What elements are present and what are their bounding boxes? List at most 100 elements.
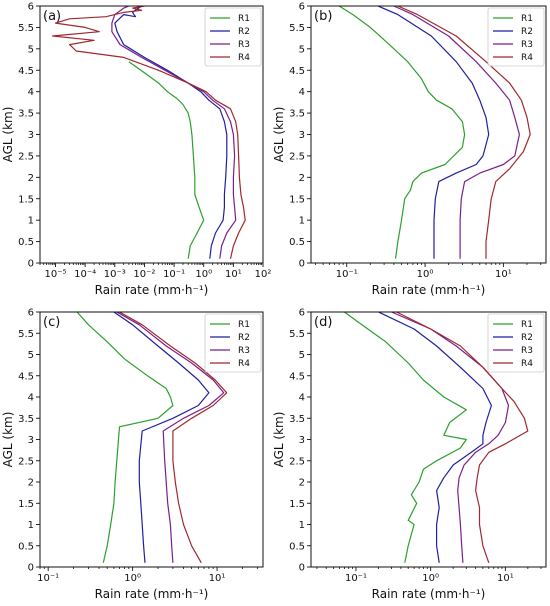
x-tick-label: 10⁰ bbox=[195, 269, 212, 280]
y-tick-label: 0 bbox=[299, 259, 305, 270]
series-line-r1 bbox=[338, 5, 466, 259]
x-axis-label: Rain rate (mm·h⁻¹) bbox=[95, 587, 209, 601]
y-tick-label: 4.5 bbox=[18, 371, 34, 382]
y-tick-label: 2.5 bbox=[18, 456, 34, 467]
legend: R1 R2 R3 R4 bbox=[204, 313, 262, 373]
y-tick-label: 4 bbox=[28, 393, 34, 404]
series-line-r4 bbox=[397, 5, 531, 259]
x-tick-label: 10⁰ bbox=[422, 573, 439, 584]
x-tick-label: 10⁻¹ bbox=[163, 269, 185, 280]
series-line-r3 bbox=[393, 5, 521, 259]
x-tick-label: 10² bbox=[255, 269, 272, 280]
legend-label-r2: R2 bbox=[238, 27, 250, 37]
y-tick-label: 4.5 bbox=[18, 66, 34, 77]
legend-label-r1: R1 bbox=[521, 14, 533, 24]
legend-label-r2: R2 bbox=[238, 333, 250, 343]
legend-label-r2: R2 bbox=[521, 27, 533, 37]
y-tick-label: 3.5 bbox=[289, 109, 305, 120]
y-tick-label: 4 bbox=[299, 393, 305, 404]
x-tick-label: 10⁻⁴ bbox=[74, 269, 96, 280]
legend-label-r3: R3 bbox=[521, 40, 533, 50]
chart-panel-1: 10⁻⁵ 10⁻⁴ 10⁻³ 10⁻² 10⁻¹ 10⁰ 10¹ 10² 0 0.5 1 1.5 2 2.… bbox=[1, 2, 271, 298]
y-tick-label: 2 bbox=[28, 173, 34, 184]
legend-label-r4: R4 bbox=[238, 53, 250, 63]
y-tick-label: 3.5 bbox=[289, 414, 305, 425]
legend-label-r1: R1 bbox=[238, 320, 250, 330]
legend: R1 R2 R3 R4 bbox=[487, 313, 545, 373]
y-tick-label: 5.5 bbox=[18, 23, 34, 34]
x-tick-label: 10⁰ bbox=[124, 573, 141, 584]
y-tick-label: 0.5 bbox=[18, 541, 34, 552]
legend: R1 R2 R3 R4 bbox=[487, 7, 545, 67]
y-tick-label: 2.5 bbox=[289, 151, 305, 162]
y-tick-label: 3.5 bbox=[18, 109, 34, 120]
y-tick-label: 1.5 bbox=[18, 499, 34, 510]
series-line-r3 bbox=[111, 5, 237, 259]
series-line-r4 bbox=[119, 311, 228, 564]
series-line-r4 bbox=[51, 5, 246, 259]
x-axis-label: Rain rate (mm·h⁻¹) bbox=[372, 587, 486, 601]
plot-frame bbox=[310, 5, 547, 264]
legend-label-r4: R4 bbox=[238, 359, 250, 369]
y-tick-label: 0.5 bbox=[18, 237, 34, 248]
legend-label-r4: R4 bbox=[521, 359, 533, 369]
chart-panel-3: 10⁻¹ 10⁰ 10¹ 0 0.5 1 1.5 2 2.5 3 3.5 4 4.5 5 5.5 6 (c) R1… bbox=[1, 308, 264, 601]
y-tick-label: 0 bbox=[299, 563, 305, 574]
series-line-r3 bbox=[391, 311, 510, 563]
panel-label: (c) bbox=[43, 315, 60, 330]
y-tick-label: 2.5 bbox=[18, 151, 34, 162]
y-tick-label: 5 bbox=[28, 44, 34, 55]
legend-box bbox=[487, 7, 545, 67]
legend-box bbox=[487, 313, 545, 373]
y-tick-label: 6 bbox=[299, 2, 305, 13]
legend-label-r1: R1 bbox=[521, 320, 533, 330]
x-tick-label: 10¹ bbox=[497, 573, 514, 584]
legend-box bbox=[204, 7, 262, 67]
y-tick-label: 1 bbox=[28, 216, 34, 227]
x-tick-label: 10⁻¹ bbox=[336, 269, 358, 280]
y-tick-label: 4 bbox=[28, 87, 34, 98]
series-line-r1 bbox=[344, 311, 467, 563]
chart-panel-2: 10⁻¹ 10⁰ 10¹ 0 0.5 1 1.5 2 2.5 3 3.5 4 4.5 5 5.5 6 (b) R1… bbox=[272, 2, 547, 297]
y-axis-label: AGL (km) bbox=[272, 412, 286, 468]
y-tick-label: 1 bbox=[299, 520, 305, 531]
x-tick-label: 10⁻³ bbox=[104, 269, 126, 280]
x-tick-label: 10¹ bbox=[225, 269, 242, 280]
x-tick-label: 10⁻⁵ bbox=[44, 269, 66, 280]
legend-label-r4: R4 bbox=[521, 53, 533, 63]
y-tick-label: 0 bbox=[28, 563, 34, 574]
legend: R1 R2 R3 R4 bbox=[204, 7, 262, 67]
y-axis-label: AGL (km) bbox=[272, 107, 286, 163]
y-tick-label: 2 bbox=[299, 173, 305, 184]
y-tick-label: 4.5 bbox=[289, 371, 305, 382]
series-line-r1 bbox=[128, 61, 205, 259]
x-tick-label: 10¹ bbox=[495, 269, 512, 280]
plot-frame bbox=[39, 5, 264, 264]
y-tick-label: 3 bbox=[299, 130, 305, 141]
y-tick-label: 5 bbox=[299, 350, 305, 361]
y-axis-label: AGL (km) bbox=[1, 107, 15, 163]
y-tick-label: 5.5 bbox=[289, 329, 305, 340]
y-tick-label: 3.5 bbox=[18, 414, 34, 425]
series-line-r2 bbox=[113, 311, 210, 563]
legend-label-r3: R3 bbox=[238, 40, 250, 50]
y-tick-label: 6 bbox=[299, 308, 305, 319]
panel-label: (a) bbox=[43, 9, 61, 24]
x-tick-label: 10⁻² bbox=[133, 269, 155, 280]
chart-panel-4: 10⁻¹ 10⁰ 10¹ 0 0.5 1 1.5 2 2.5 3 3.5 4 4.5 5 5.5 6 (d) R1… bbox=[272, 308, 547, 601]
y-tick-label: 3 bbox=[28, 435, 34, 446]
legend-label-r3: R3 bbox=[521, 346, 533, 356]
y-tick-label: 2 bbox=[28, 478, 34, 489]
plot-frame bbox=[310, 311, 547, 568]
legend-label-r1: R1 bbox=[238, 14, 250, 24]
y-tick-label: 3 bbox=[28, 130, 34, 141]
y-tick-label: 5 bbox=[28, 350, 34, 361]
series-line-r2 bbox=[377, 5, 490, 259]
y-tick-label: 3 bbox=[299, 435, 305, 446]
y-tick-label: 1 bbox=[299, 216, 305, 227]
y-tick-label: 1.5 bbox=[289, 499, 305, 510]
panel-label: (d) bbox=[314, 315, 332, 330]
x-axis-label: Rain rate (mm·h⁻¹) bbox=[372, 283, 486, 297]
x-tick-label: 10⁻¹ bbox=[37, 573, 59, 584]
